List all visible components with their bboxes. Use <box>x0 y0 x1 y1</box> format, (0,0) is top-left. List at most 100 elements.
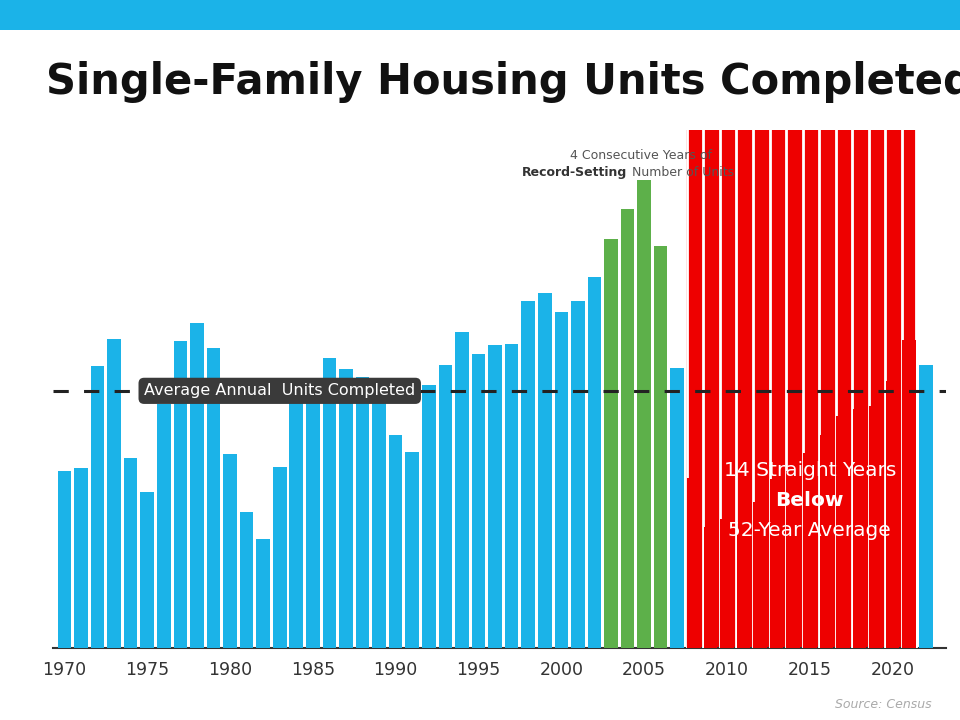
Bar <box>58 472 71 648</box>
Bar <box>306 387 320 648</box>
Bar <box>720 520 733 648</box>
Bar <box>654 246 667 648</box>
Bar <box>290 403 303 648</box>
Bar <box>588 277 601 648</box>
Bar <box>206 348 220 648</box>
Bar <box>240 512 253 648</box>
Bar <box>538 293 552 648</box>
Bar <box>919 364 932 648</box>
Text: Source: Census: Source: Census <box>834 698 931 711</box>
Bar <box>339 369 352 648</box>
Bar <box>902 341 916 648</box>
Bar <box>339 369 352 648</box>
Bar <box>670 368 684 648</box>
Bar <box>637 180 651 648</box>
Bar <box>571 301 585 648</box>
Bar <box>820 435 833 648</box>
Bar <box>372 390 386 648</box>
Bar <box>74 468 87 648</box>
Bar <box>820 435 833 648</box>
Bar <box>571 301 585 648</box>
Bar <box>621 209 635 648</box>
Bar <box>886 381 900 648</box>
Bar <box>190 323 204 648</box>
Bar <box>290 403 303 648</box>
Bar <box>389 435 402 648</box>
Bar <box>224 454 237 648</box>
Bar <box>521 301 535 648</box>
Bar <box>124 458 137 648</box>
Bar <box>786 471 800 648</box>
Bar <box>538 293 552 648</box>
Text: Below: Below <box>776 491 844 510</box>
Bar <box>687 478 701 648</box>
Bar <box>670 368 684 648</box>
Bar <box>604 239 618 648</box>
Bar <box>803 453 817 648</box>
Bar <box>852 409 866 648</box>
Bar <box>836 416 850 648</box>
Bar <box>455 331 468 648</box>
Bar <box>206 348 220 648</box>
Bar <box>124 458 137 648</box>
Bar <box>754 502 767 648</box>
Bar <box>174 341 187 648</box>
Bar <box>389 435 402 648</box>
Text: 4 Consecutive Years of: 4 Consecutive Years of <box>570 149 711 162</box>
Bar <box>836 416 850 648</box>
Bar <box>736 531 751 648</box>
Bar <box>919 364 932 648</box>
Bar <box>58 472 71 648</box>
Bar <box>323 359 336 648</box>
Bar <box>521 301 535 648</box>
Bar <box>74 468 87 648</box>
Bar <box>91 366 105 648</box>
Bar <box>174 341 187 648</box>
Bar <box>439 365 452 648</box>
Bar <box>869 405 883 648</box>
Bar <box>108 339 121 648</box>
Bar <box>190 323 204 648</box>
Bar <box>273 467 286 648</box>
Bar <box>704 526 717 648</box>
Bar <box>157 405 171 648</box>
Bar <box>422 385 436 648</box>
Bar <box>489 345 502 648</box>
Bar <box>455 331 468 648</box>
Bar <box>704 526 717 648</box>
Bar <box>256 539 270 648</box>
Bar <box>869 405 883 648</box>
Bar <box>555 312 568 648</box>
Bar <box>356 377 370 648</box>
Bar <box>803 453 817 648</box>
Bar <box>770 480 783 648</box>
Bar <box>720 520 733 648</box>
Bar <box>604 239 618 648</box>
Text: Average Annual  Units Completed: Average Annual Units Completed <box>144 383 416 398</box>
Bar <box>405 451 419 648</box>
Bar <box>439 365 452 648</box>
Bar <box>902 341 916 648</box>
Bar <box>240 512 253 648</box>
Bar <box>140 492 154 648</box>
Bar <box>621 209 635 648</box>
Bar <box>786 471 800 648</box>
Bar <box>323 359 336 648</box>
Text: Record-Setting: Record-Setting <box>522 166 628 179</box>
Bar <box>157 405 171 648</box>
Bar <box>140 492 154 648</box>
Bar <box>108 339 121 648</box>
Bar <box>588 277 601 648</box>
Bar <box>372 390 386 648</box>
Bar <box>754 502 767 648</box>
Bar <box>505 344 518 648</box>
Bar <box>356 377 370 648</box>
Bar <box>852 409 866 648</box>
Bar <box>405 451 419 648</box>
Bar <box>770 480 783 648</box>
Bar <box>471 354 486 648</box>
Bar <box>505 344 518 648</box>
Bar <box>471 354 486 648</box>
Bar <box>91 366 105 648</box>
Bar <box>273 467 286 648</box>
